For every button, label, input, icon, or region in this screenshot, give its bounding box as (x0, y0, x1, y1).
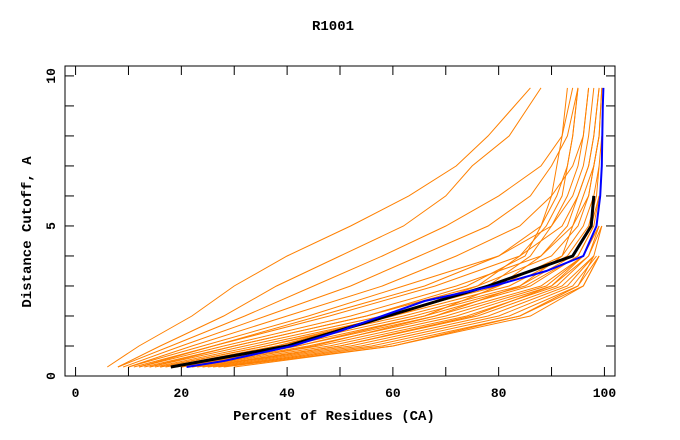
x-axis-label: Percent of Residues (CA) (233, 409, 435, 425)
y-tick-label: 0 (44, 372, 59, 380)
chart-title: R1001 (312, 19, 354, 35)
plot-lines (107, 87, 605, 369)
highlight-line-blue (186, 87, 605, 368)
axis-ticks: 0 20 40 60 80 100 0 5 10 (44, 66, 616, 401)
y-tick-label: 5 (44, 222, 59, 230)
x-tick-label: 100 (593, 386, 617, 401)
model-line (191, 87, 603, 368)
model-line (117, 87, 542, 368)
model-line (138, 87, 579, 368)
model-line (207, 255, 597, 368)
model-line (107, 87, 531, 368)
model-line (128, 87, 590, 368)
model-line (149, 87, 568, 368)
model-line (202, 255, 595, 368)
model-line (170, 87, 590, 368)
model-line (234, 255, 595, 368)
x-tick-label: 0 (72, 386, 80, 401)
x-tick-label: 20 (174, 386, 190, 401)
x-tick-label: 40 (279, 386, 295, 401)
y-tick-label: 10 (44, 68, 59, 84)
model-line (154, 165, 600, 368)
model-line (128, 87, 595, 368)
x-tick-label: 60 (385, 386, 401, 401)
y-axis-label: Distance Cutoff, A (20, 156, 36, 308)
model-line (117, 87, 574, 368)
model-line (181, 87, 600, 368)
highlight-line-black (170, 195, 596, 369)
x-tick-label: 80 (491, 386, 507, 401)
model-line (213, 255, 600, 368)
